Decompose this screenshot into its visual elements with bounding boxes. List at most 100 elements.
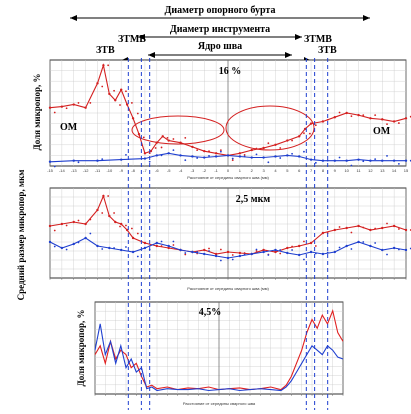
data-point: [243, 253, 246, 256]
data-point: [131, 117, 135, 120]
data-point: [219, 259, 222, 262]
data-point: [108, 92, 111, 96]
data-point: [160, 154, 163, 157]
data-point: [238, 254, 242, 258]
data-point: [154, 147, 157, 149]
x-tick-label: 10: [344, 168, 349, 173]
data-point: [53, 245, 56, 248]
data-point: [191, 145, 194, 149]
data-point: [357, 240, 360, 244]
panel-3-series: [94, 308, 344, 392]
region-right-label: ОМ: [373, 126, 391, 137]
data-point: [326, 159, 329, 162]
data-point: [303, 258, 305, 261]
data-point: [255, 153, 258, 156]
data-point: [65, 107, 68, 110]
data-point: [321, 231, 325, 235]
zone-boundaries: [127, 58, 329, 410]
data-point: [108, 246, 111, 250]
data-point: [120, 248, 123, 252]
panel-1-grid: [49, 60, 407, 166]
x-tick-label: 14: [392, 168, 397, 173]
series-line-2: [94, 323, 344, 392]
panel-2-ylabel: Средний размер микропор, мкм: [16, 170, 26, 301]
x-tick-label: -13: [71, 168, 78, 173]
data-point: [321, 252, 325, 256]
data-point: [298, 135, 301, 138]
data-point: [238, 155, 242, 158]
panel-3-annotation: 4,5%: [199, 307, 222, 318]
data-point: [386, 253, 388, 256]
data-point: [214, 155, 218, 158]
data-point: [255, 250, 258, 252]
x-tick-label: 5: [286, 168, 289, 173]
data-point: [84, 106, 87, 109]
data-point: [291, 139, 293, 142]
data-point: [191, 155, 194, 158]
data-point: [102, 64, 105, 67]
panel-3-x-ticks: [94, 394, 344, 396]
collar-arrow-right: [363, 15, 370, 21]
x-tick-label: -8: [131, 168, 135, 173]
x-tick-label: 4: [274, 168, 277, 173]
x-tick-label: 1: [239, 168, 242, 173]
data-point: [208, 155, 210, 157]
collar-label: Диаметр опорного бурта: [165, 5, 276, 16]
data-point: [60, 222, 64, 226]
panel-2-x-ticks: [49, 278, 407, 280]
data-point: [369, 228, 372, 232]
data-point: [136, 232, 139, 235]
x-tick-label: -10: [106, 168, 113, 173]
data-point: [404, 248, 408, 252]
data-point: [267, 142, 270, 145]
data-point: [362, 114, 365, 117]
data-point: [130, 102, 133, 104]
panel-2-xlabel: Расстояние от середины сварного шва (мм): [187, 286, 269, 291]
data-point: [374, 242, 377, 244]
data-point: [386, 222, 388, 225]
data-point: [326, 251, 329, 254]
data-point: [161, 135, 164, 138]
data-point: [155, 154, 158, 157]
data-point: [374, 227, 377, 230]
data-point: [350, 231, 353, 234]
data-point: [250, 252, 253, 256]
data-point: [369, 159, 372, 162]
data-point: [125, 224, 127, 227]
data-point: [374, 158, 377, 161]
data-point: [309, 241, 313, 245]
data-point: [142, 136, 145, 139]
highlight-ellipse-right: [225, 105, 315, 151]
data-point: [314, 245, 317, 247]
data-point: [72, 242, 75, 246]
data-point: [250, 156, 253, 159]
data-point: [219, 149, 222, 152]
x-tick-label: 8: [322, 168, 325, 173]
data-point: [303, 150, 305, 153]
data-point: [131, 250, 135, 254]
data-point: [125, 228, 129, 232]
x-tick-label: -9: [119, 168, 123, 173]
tool-label: Диаметр инструмента: [170, 24, 270, 35]
data-point: [314, 124, 317, 127]
data-point: [262, 146, 265, 150]
data-point: [357, 113, 360, 117]
data-point: [298, 253, 301, 257]
x-tick-label: -5: [167, 168, 171, 173]
data-point: [404, 228, 408, 232]
ztmv-left-label: ЗТМВ: [118, 34, 146, 45]
data-point: [314, 161, 317, 164]
x-tick-label: -3: [191, 168, 195, 173]
data-point: [309, 158, 313, 161]
data-point: [219, 248, 222, 251]
data-point: [125, 90, 127, 93]
data-point: [179, 154, 182, 157]
data-point: [350, 115, 353, 118]
data-point: [369, 117, 372, 120]
data-point: [137, 133, 141, 136]
data-point: [148, 160, 151, 163]
data-point: [167, 244, 170, 248]
data-point: [404, 117, 408, 120]
data-point: [172, 138, 175, 140]
